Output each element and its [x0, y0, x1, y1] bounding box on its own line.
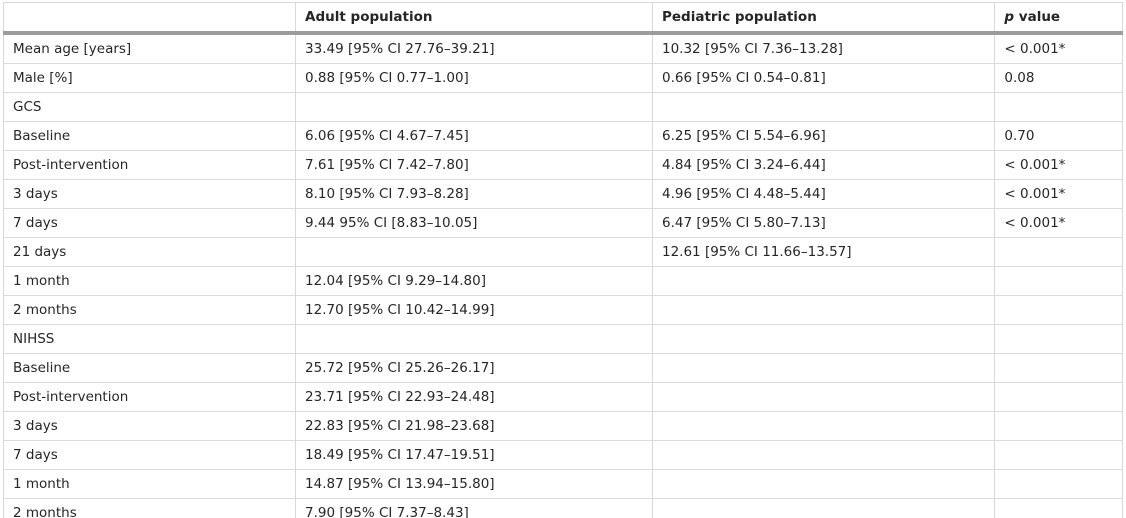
table-row: 7 days 9.44 95% CI [8.83–10.05] 6.47 [95% …	[2, 208, 1123, 238]
table-row: NIHSS	[2, 324, 1123, 354]
adult-value-cell: 12.70 [95% CI 10.42–14.99]	[295, 295, 653, 325]
pediatric-value-cell	[651, 353, 996, 383]
row-label-cell: 1 month	[2, 469, 297, 499]
p-value-cell	[994, 237, 1123, 267]
col-header-p-value: p value	[994, 2, 1123, 35]
p-value-cell	[994, 324, 1123, 354]
table-row: 2 months 12.70 [95% CI 10.42–14.99]	[2, 295, 1123, 325]
pediatric-value-cell: 6.25 [95% CI 5.54–6.96]	[651, 121, 996, 151]
p-value-cell	[994, 92, 1123, 122]
p-value-cell	[994, 498, 1123, 518]
table-row: Baseline 25.72 [95% CI 25.26–26.17]	[2, 353, 1123, 383]
p-value-italic-p: p	[1004, 8, 1015, 25]
table-row: 2 months 7.90 [95% CI 7.37–8.43]	[2, 498, 1123, 518]
pediatric-value-cell	[651, 324, 996, 354]
row-label-cell: 3 days	[2, 179, 297, 209]
row-label-cell: 1 month	[2, 266, 297, 296]
row-label-cell: Baseline	[2, 353, 297, 383]
p-value-cell: 0.70	[994, 121, 1123, 151]
adult-value-cell: 0.88 [95% CI 0.77–1.00]	[295, 63, 653, 93]
adult-value-cell	[295, 92, 653, 122]
adult-value-cell: 23.71 [95% CI 22.93–24.48]	[295, 382, 653, 412]
col-header-adult-population: Adult population	[295, 2, 653, 35]
pediatric-value-cell: 0.66 [95% CI 0.54–0.81]	[651, 63, 996, 93]
table-row: GCS	[2, 92, 1123, 122]
row-label-cell: NIHSS	[2, 324, 297, 354]
row-label-cell: 2 months	[2, 498, 297, 518]
table-row: Post-intervention 23.71 [95% CI 22.93–24.…	[2, 382, 1123, 412]
row-label-cell: 7 days	[2, 440, 297, 470]
pediatric-value-cell	[651, 469, 996, 499]
p-value-cell: 0.08	[994, 63, 1123, 93]
p-value-cell	[994, 266, 1123, 296]
table-row: 1 month 14.87 [95% CI 13.94–15.80]	[2, 469, 1123, 499]
table-row: 1 month 12.04 [95% CI 9.29–14.80]	[2, 266, 1123, 296]
p-value-cell	[994, 295, 1123, 325]
row-label-cell: GCS	[2, 92, 297, 122]
col-header-pediatric-population: Pediatric population	[651, 2, 996, 35]
table-row: 7 days 18.49 [95% CI 17.47–19.51]	[2, 440, 1123, 470]
header-row: Adult population Pediatric population p …	[2, 2, 1123, 35]
p-value-rest: value	[1014, 8, 1061, 25]
adult-value-cell: 22.83 [95% CI 21.98–23.68]	[295, 411, 653, 441]
pediatric-value-cell: 10.32 [95% CI 7.36–13.28]	[651, 32, 996, 64]
table-row: Male [%] 0.88 [95% CI 0.77–1.00] 0.66 [95%…	[2, 63, 1123, 93]
adult-value-cell: 9.44 95% CI [8.83–10.05]	[295, 208, 653, 238]
row-label-cell: Baseline	[2, 121, 297, 151]
table-header: Adult population Pediatric population p …	[2, 2, 1123, 35]
adult-value-cell: 33.49 [95% CI 27.76–39.21]	[295, 32, 653, 64]
p-value-cell	[994, 353, 1123, 383]
p-value-cell	[994, 440, 1123, 470]
p-value-cell: < 0.001*	[994, 150, 1123, 180]
adult-value-cell	[295, 324, 653, 354]
table-row: 3 days 8.10 [95% CI 7.93–8.28] 4.96 [95% C…	[2, 179, 1123, 209]
row-label-cell: 7 days	[2, 208, 297, 238]
adult-value-cell: 8.10 [95% CI 7.93–8.28]	[295, 179, 653, 209]
table-row: Baseline 6.06 [95% CI 4.67–7.45] 6.25 [95%…	[2, 121, 1123, 151]
table-row: Post-intervention 7.61 [95% CI 7.42–7.80]…	[2, 150, 1123, 180]
row-label-cell: 3 days	[2, 411, 297, 441]
row-label-cell: 21 days	[2, 237, 297, 267]
pediatric-value-cell	[651, 266, 996, 296]
col-header-empty	[2, 2, 297, 35]
pediatric-value-cell	[651, 382, 996, 412]
adult-value-cell: 7.61 [95% CI 7.42–7.80]	[295, 150, 653, 180]
adult-value-cell: 18.49 [95% CI 17.47–19.51]	[295, 440, 653, 470]
pediatric-value-cell: 6.47 [95% CI 5.80–7.13]	[651, 208, 996, 238]
adult-value-cell: 7.90 [95% CI 7.37–8.43]	[295, 498, 653, 518]
adult-value-cell: 6.06 [95% CI 4.67–7.45]	[295, 121, 653, 151]
pediatric-value-cell: 12.61 [95% CI 11.66–13.57]	[651, 237, 996, 267]
p-value-cell: < 0.001*	[994, 208, 1123, 238]
adult-value-cell	[295, 237, 653, 267]
pediatric-value-cell	[651, 92, 996, 122]
adult-value-cell: 14.87 [95% CI 13.94–15.80]	[295, 469, 653, 499]
adult-value-cell: 12.04 [95% CI 9.29–14.80]	[295, 266, 653, 296]
table-row: 21 days 12.61 [95% CI 11.66–13.57]	[2, 237, 1123, 267]
p-value-cell	[994, 411, 1123, 441]
row-label-cell: Post-intervention	[2, 382, 297, 412]
p-value-cell: < 0.001*	[994, 179, 1123, 209]
row-label-cell: Male [%]	[2, 63, 297, 93]
row-label-cell: Post-intervention	[2, 150, 297, 180]
pediatric-value-cell: 4.84 [95% CI 3.24–6.44]	[651, 150, 996, 180]
pediatric-value-cell	[651, 295, 996, 325]
p-value-cell	[994, 382, 1123, 412]
table-row: 3 days 22.83 [95% CI 21.98–23.68]	[2, 411, 1123, 441]
adult-value-cell: 25.72 [95% CI 25.26–26.17]	[295, 353, 653, 383]
row-label-cell: 2 months	[2, 295, 297, 325]
table-body: Mean age [years] 33.49 [95% CI 27.76–39.2…	[2, 32, 1123, 518]
pediatric-value-cell: 4.96 [95% CI 4.48–5.44]	[651, 179, 996, 209]
p-value-cell	[994, 469, 1123, 499]
pediatric-value-cell	[651, 440, 996, 470]
p-value-cell: < 0.001*	[994, 32, 1123, 64]
table-row: Mean age [years] 33.49 [95% CI 27.76–39.2…	[2, 32, 1123, 64]
row-label-cell: Mean age [years]	[2, 32, 297, 64]
pediatric-value-cell	[651, 498, 996, 518]
pediatric-value-cell	[651, 411, 996, 441]
